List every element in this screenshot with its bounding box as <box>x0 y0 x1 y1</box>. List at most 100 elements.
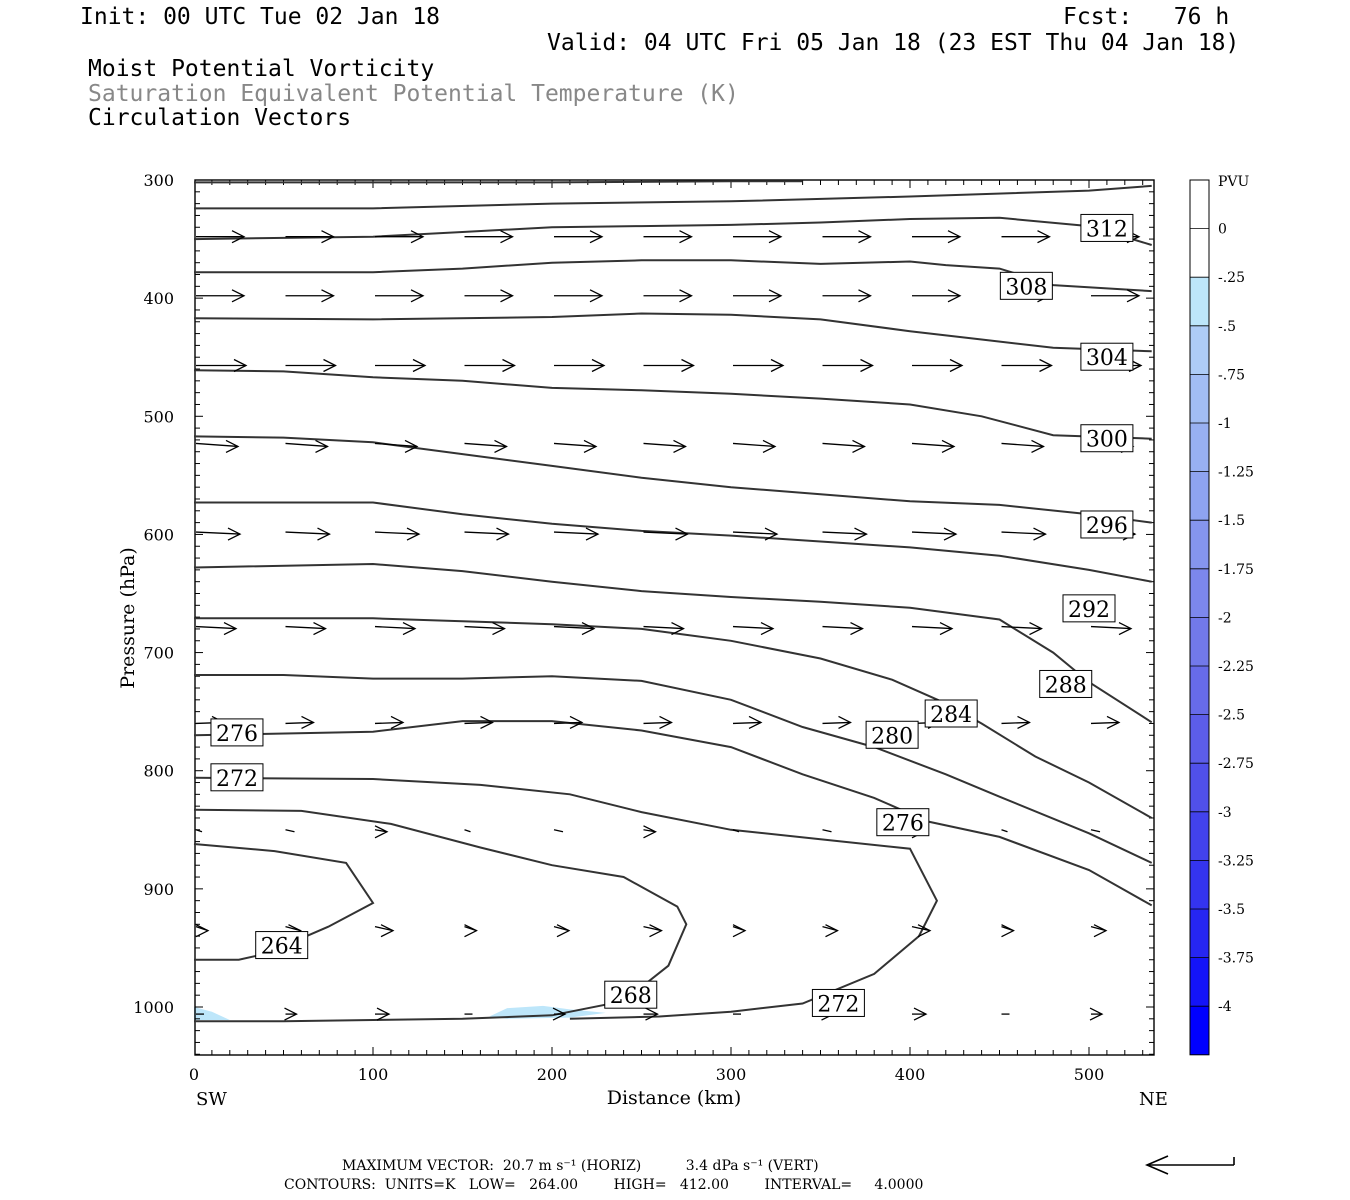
colorbar-unit: PVU <box>1218 174 1250 190</box>
contour-label: 284 <box>930 703 972 728</box>
circulation-vector <box>1001 230 1051 244</box>
circulation-vector <box>1001 621 1043 636</box>
circulation-vector <box>285 621 327 636</box>
circulation-vector <box>911 924 932 938</box>
circulation-vector <box>553 829 564 833</box>
field-title-vectors: Circulation Vectors <box>88 105 352 131</box>
contour-label: 268 <box>610 984 652 1009</box>
circulation-vector <box>196 230 246 244</box>
contour-label-box <box>210 763 264 792</box>
circulation-vector <box>911 527 958 541</box>
pv-colorbar: 0 -.25 -.5 -.75 -1 -1.25 -1.5 -1.75 -2 -2.25 -2.5 -… <box>1189 179 1254 1056</box>
contour-label-box <box>1080 213 1134 242</box>
contour-label-box <box>811 988 865 1017</box>
x-tick-label: 0 <box>189 1065 199 1084</box>
colorbar-swatch <box>1190 909 1209 958</box>
circulation-vector <box>464 924 478 938</box>
colorbar-swatch <box>1190 277 1209 326</box>
theta-e-contours <box>193 180 1153 1023</box>
contour-label: 276 <box>882 812 924 837</box>
y-tick-label: 500 <box>143 407 174 426</box>
contour-label-box <box>1039 669 1093 698</box>
circulation-vector <box>643 230 693 244</box>
contour-label: 292 <box>1068 598 1110 623</box>
circulation-vector <box>732 924 747 938</box>
circulation-vector <box>553 924 571 938</box>
circulation-vector <box>553 715 584 730</box>
contour-label: 276 <box>216 722 258 747</box>
circulation-vector <box>285 527 331 541</box>
circulation-vector <box>374 715 405 730</box>
contour-296 <box>193 435 1152 524</box>
circulation-vector <box>374 924 395 938</box>
circulation-vector <box>1001 527 1047 541</box>
colorbar-tick-label: -3.75 <box>1218 951 1254 967</box>
circulation-vector <box>1091 289 1141 303</box>
circulation-vector <box>643 289 693 303</box>
colorbar-swatch <box>1190 617 1209 666</box>
circulation-vector <box>822 621 864 636</box>
circulation-vector <box>912 289 962 303</box>
pv-shading <box>194 1005 606 1020</box>
contour-264 <box>193 843 375 961</box>
colorbar-tick-label: -3.25 <box>1218 853 1254 869</box>
circulation-vector <box>1001 715 1031 730</box>
colorbar-swatch <box>1190 811 1209 861</box>
circulation-vector <box>554 289 604 303</box>
colorbar-tick-label: -4 <box>1218 999 1232 1015</box>
colorbar-tick-label: -3 <box>1218 805 1232 821</box>
circulation-vector <box>822 924 839 938</box>
contour-label: 296 <box>1086 514 1128 539</box>
contour-label-box <box>210 718 264 747</box>
circulation-vector <box>1090 924 1108 938</box>
circulation-vector <box>195 439 240 454</box>
colorbar-tick-label: 0 <box>1218 222 1227 238</box>
contour-280 <box>194 674 1153 864</box>
colorbar-tick-label: -.5 <box>1218 319 1236 335</box>
circulation-vector <box>732 439 777 454</box>
circulation-vector <box>464 829 471 833</box>
x-tick-label: 500 <box>1074 1065 1105 1084</box>
contour-272 <box>193 776 939 1020</box>
colorbar-swatch <box>1190 860 1209 909</box>
circulation-vector <box>822 715 852 730</box>
contour-label: 272 <box>817 992 859 1017</box>
colorbar-swatch <box>1190 714 1209 764</box>
x-tick-label: 300 <box>716 1065 747 1084</box>
contour-label-box <box>1080 342 1134 371</box>
circulation-vector <box>554 358 606 373</box>
circulation-vector <box>1001 924 1015 938</box>
circulation-vector <box>195 527 242 541</box>
circulation-vector <box>196 289 246 303</box>
contour-label: 308 <box>1005 275 1047 300</box>
circulation-vector <box>822 829 832 833</box>
valid-time: Valid: 04 UTC Fri 05 Jan 18 (23 EST Thu … <box>547 30 1240 56</box>
circulation-vector <box>643 924 663 938</box>
colorbar-swatch <box>1190 568 1209 618</box>
circulation-vector <box>285 829 295 833</box>
colorbar-tick-label: -1.5 <box>1218 513 1245 529</box>
contour-268 <box>193 808 688 1023</box>
circulation-vector <box>732 715 763 730</box>
circulation-vector <box>284 1007 298 1021</box>
circulation-vector <box>1001 439 1045 454</box>
circulation-vector <box>822 527 868 541</box>
colorbar-swatch <box>1190 763 1209 812</box>
forecast-hour: Fcst: 76 h <box>1063 4 1230 30</box>
circulation-vector <box>822 439 866 454</box>
circulation-vector <box>733 358 785 373</box>
circulation-vector <box>285 715 315 730</box>
circulation-vector <box>1090 829 1101 833</box>
circulation-vector <box>464 439 508 454</box>
x-tick-label: 200 <box>537 1065 568 1084</box>
colorbar-swatch <box>1190 471 1209 521</box>
circulation-vector <box>643 715 673 730</box>
colorbar-swatch <box>1190 423 1209 472</box>
circulation-vector <box>285 230 335 244</box>
circulation-vector <box>195 621 238 636</box>
circulation-vector <box>911 621 954 636</box>
contour-312 <box>193 216 1152 246</box>
colorbar-swatch <box>1190 325 1209 375</box>
y-tick-label: 700 <box>143 644 174 663</box>
colorbar-swatch <box>1190 1006 1209 1055</box>
